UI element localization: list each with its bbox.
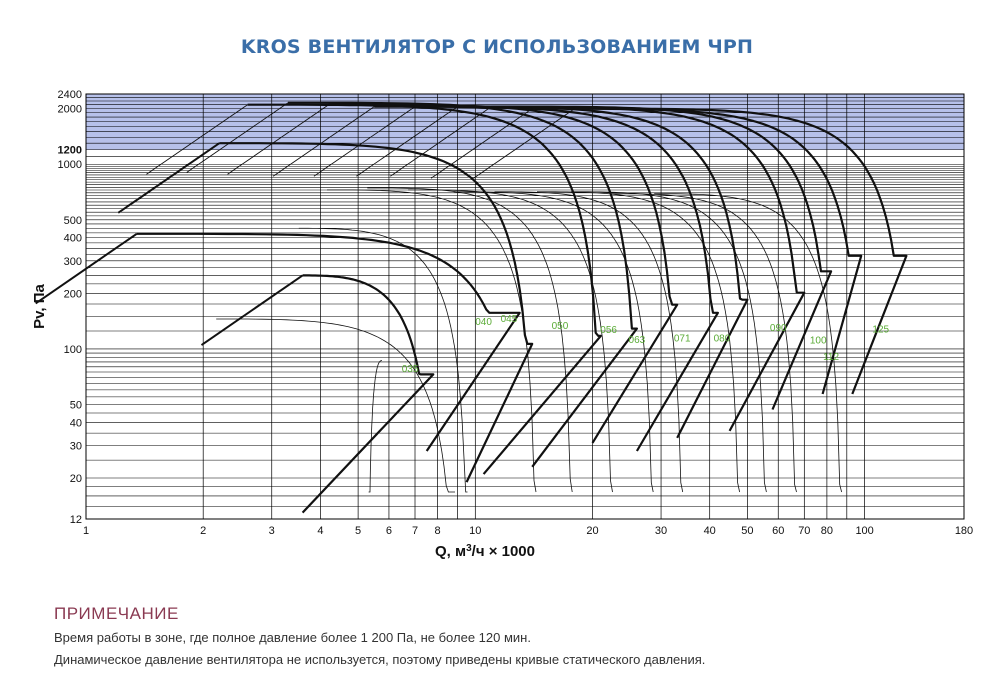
- fan-curve-thin-100: [570, 191, 767, 493]
- fan-curve-056: [287, 101, 638, 468]
- y-tick-label: 400: [64, 233, 82, 245]
- x-tick-label: 1: [83, 525, 89, 537]
- fan-curve-lead-035: [200, 274, 304, 346]
- fan-curve-063: [328, 103, 679, 444]
- y-tick-labels: 12 20 30 40 50 100 200 300 400 500 1000 1200 2000 240…: [58, 89, 82, 526]
- y-axis-label: Pv, Па: [31, 284, 48, 329]
- x-tick-label: 5: [355, 525, 361, 537]
- fan-curve-lead-063: [227, 104, 329, 175]
- x-tick-label: 30: [655, 525, 667, 537]
- chart-title: KROS ВЕНТИЛЯТОР С ИСПОЛЬЗОВАНИЕМ ЧРП: [240, 36, 754, 58]
- fan-size-label-125: 125: [872, 324, 889, 335]
- fan-curves: [35, 101, 908, 514]
- fan-curve-040: [136, 232, 521, 452]
- x-tick-label: 8: [435, 525, 441, 537]
- y-tick-label: 12: [70, 514, 82, 526]
- fan-curve-080: [415, 105, 749, 439]
- fan-curve-lead-071: [272, 106, 375, 177]
- chart-grid: [85, 93, 965, 520]
- y-tick-label: 500: [64, 215, 82, 227]
- x-tick-label: 2: [200, 525, 206, 537]
- x-tick-label: 50: [741, 525, 753, 537]
- y-tick-label: 100: [64, 344, 82, 356]
- fan-curve-lead-090: [356, 106, 458, 177]
- x-tick-label: 100: [855, 525, 873, 537]
- fan-curve-125: [574, 107, 908, 395]
- fan-curve-thin-090: [537, 191, 740, 493]
- fan-size-label-050: 050: [552, 321, 569, 332]
- fan-curve-thin-035: [368, 360, 382, 493]
- y-tick-label: 30: [70, 441, 82, 453]
- x-tick-label: 180: [955, 525, 973, 537]
- fan-curve-thin-056: [367, 187, 573, 493]
- y-tick-label: 2400: [58, 89, 82, 101]
- fan-performance-chart: 1 2 3 4 5 6 7 8 10 20 30 40 50 60 70 80 100 180 122030405…: [31, 89, 973, 561]
- note-heading: ПРИМЕЧАНИЕ: [54, 604, 179, 623]
- fan-curve-045: [219, 142, 534, 483]
- fan-size-labels: 035 040 045 050 056 063 071 080 090 100 112 125: [402, 314, 890, 375]
- y-tick-label: 20: [70, 473, 82, 485]
- fan-size-label-040: 040: [475, 317, 492, 328]
- fan-curve-thin-063: [408, 189, 613, 493]
- x-tick-label: 80: [821, 525, 833, 537]
- y-tick-label: 40: [70, 417, 82, 429]
- y-tick-label: 300: [64, 256, 82, 268]
- fan-curve-thin-125: [654, 193, 842, 493]
- fan-size-label-090: 090: [770, 323, 787, 334]
- y-tick-label: 2000: [58, 104, 82, 116]
- fan-curve-thin-071: [453, 191, 654, 493]
- x-tick-label: 4: [317, 525, 323, 537]
- y-tick-label: 1000: [58, 159, 82, 171]
- x-axis-label: Q, м3/ч × 1000: [435, 543, 535, 561]
- fan-curve-lead-050: [146, 104, 248, 175]
- note-line: Время работы в зоне, где полное давление…: [54, 630, 531, 645]
- fan-curve-thin-080: [494, 191, 684, 493]
- fan-size-label-063: 063: [629, 335, 646, 346]
- fan-curve-lead-045: [117, 142, 220, 214]
- y-tick-label: 1200: [58, 145, 82, 157]
- fan-size-label-112: 112: [823, 352, 839, 363]
- fan-curve-lead-056: [186, 102, 289, 173]
- x-tick-label: 10: [469, 525, 481, 537]
- x-tick-label: 70: [798, 525, 810, 537]
- fan-curve-thin-050: [327, 189, 537, 493]
- fan-curve-050: [247, 103, 602, 475]
- x-tick-label: 60: [772, 525, 784, 537]
- fan-curve-lead-112: [430, 108, 533, 179]
- fan-size-label-035: 035: [402, 364, 419, 375]
- fan-curve-035: [301, 274, 435, 514]
- fan-curve-lead-100: [390, 106, 492, 177]
- fan-size-label-080: 080: [714, 333, 731, 344]
- fan-curve-lead-080: [313, 106, 416, 177]
- fan-size-label-045: 045: [501, 314, 518, 325]
- fan-curve-thin-112: [611, 193, 797, 493]
- fan-curve-thin-045: [298, 227, 468, 493]
- x-tick-label: 40: [704, 525, 716, 537]
- y-tick-label: 200: [64, 288, 82, 300]
- fan-curve-lead-040: [35, 232, 138, 305]
- fan-size-label-100: 100: [810, 335, 827, 346]
- note-line: Динамическое давление вентилятора не исп…: [54, 652, 706, 667]
- x-tick-label: 20: [586, 525, 598, 537]
- y-tick-label: 50: [70, 400, 82, 412]
- fan-size-label-071: 071: [674, 333, 691, 344]
- plot-frame: [85, 93, 965, 520]
- x-tick-label: 6: [386, 525, 392, 537]
- x-tick-labels: 1 2 3 4 5 6 7 8 10 20 30 40 50 60 70 80 100 180: [83, 525, 973, 537]
- x-tick-label: 7: [412, 525, 418, 537]
- fan-curve-100: [491, 105, 833, 410]
- fan-curve-lead-125: [473, 108, 575, 179]
- fan-curve-thin-040: [216, 318, 455, 493]
- x-tick-label: 3: [269, 525, 275, 537]
- fan-size-label-056: 056: [600, 325, 617, 336]
